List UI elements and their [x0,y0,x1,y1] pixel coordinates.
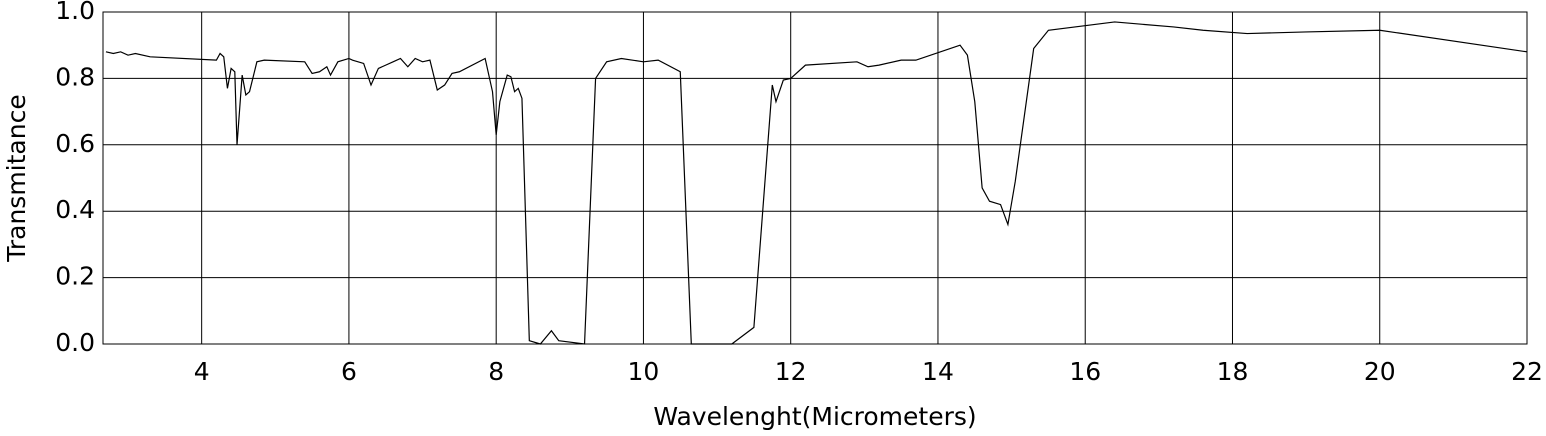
y-tick-label: 0.8 [55,62,95,91]
y-tick-label: 0.0 [55,328,95,357]
x-tick-label: 6 [341,357,357,386]
x-tick-label: 8 [488,357,504,386]
y-tick-label: 0.6 [55,129,95,158]
data-line [105,21,1528,345]
x-tick-label: 22 [1511,357,1543,386]
y-tick-label: 0.2 [55,262,95,291]
y-tick-label: 0.4 [55,195,95,224]
x-tick-label: 10 [628,357,660,386]
x-axis-label: Wavelenght(Micrometers) [653,402,976,431]
x-tick-label: 4 [194,357,210,386]
x-tick-label: 18 [1217,357,1249,386]
x-tick-label: 16 [1069,357,1101,386]
y-tick-label: 1.0 [55,0,95,25]
y-axis-label: Transmitance [2,94,31,262]
x-tick-label: 14 [922,357,954,386]
x-tick-label: 20 [1364,357,1396,386]
x-tick-label: 12 [775,357,807,386]
plot-frame [102,11,1528,345]
